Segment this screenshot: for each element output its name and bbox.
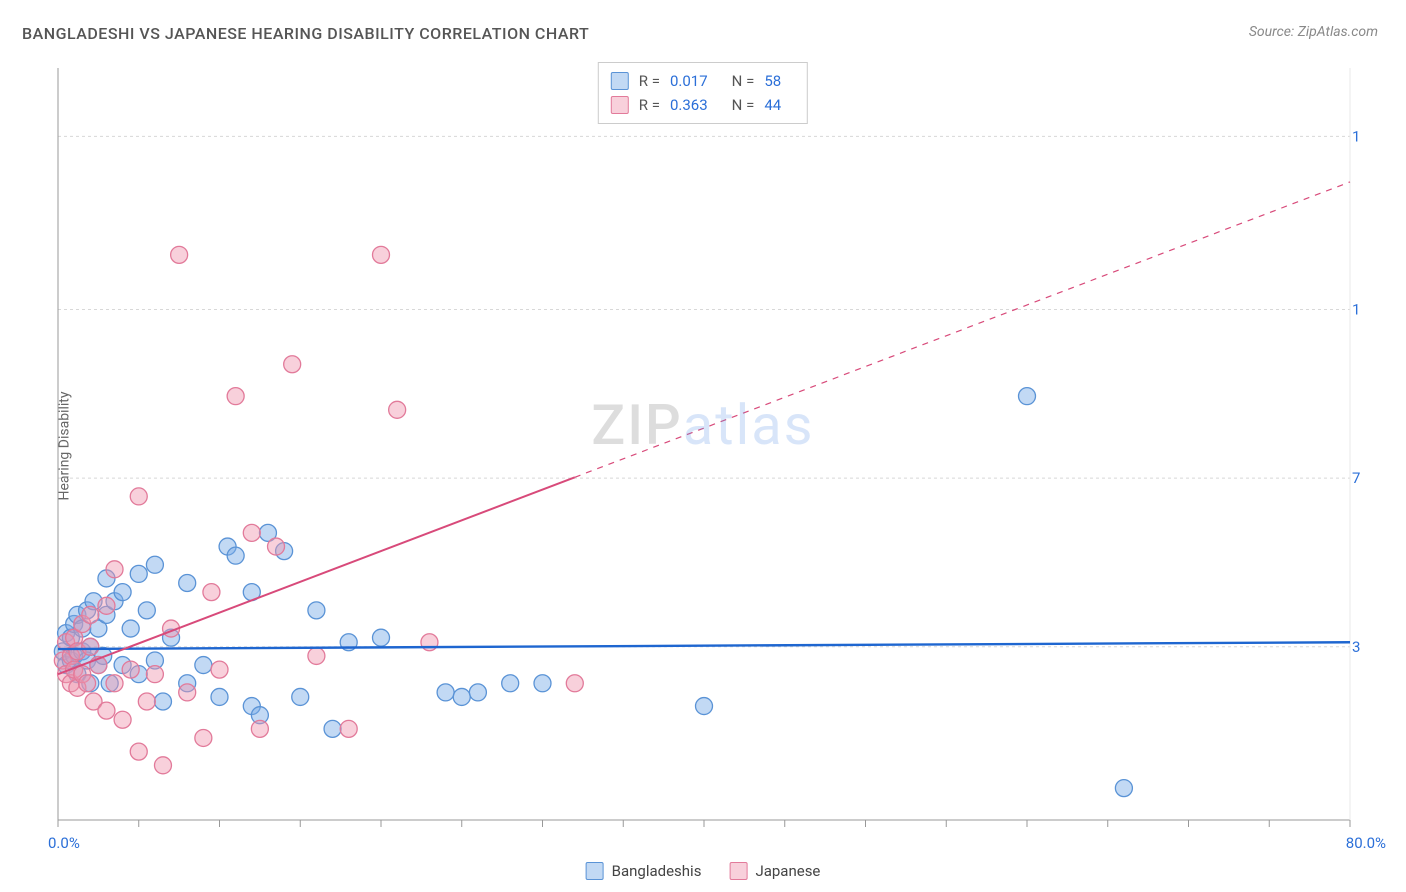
stat-legend: R = 0.017 N = 58 R = 0.363 N = 44 [598,62,808,124]
data-point [146,556,163,573]
r-value: 0.363 [670,93,708,117]
data-point [211,688,228,705]
data-point [284,356,301,373]
data-point [227,388,244,405]
data-point [324,720,341,737]
stat-legend-row: R = 0.363 N = 44 [611,93,795,117]
data-point [130,565,147,582]
legend-swatch [611,72,629,90]
n-value: 58 [764,69,781,93]
data-point [130,743,147,760]
data-point [79,675,96,692]
data-point [146,666,163,683]
x-axis-max-label: 80.0% [1346,834,1386,852]
data-point [211,661,228,678]
legend-item: Japanese [729,862,820,880]
data-point [82,638,99,655]
data-point [203,584,220,601]
data-point [243,524,260,541]
data-point [130,488,147,505]
r-value: 0.017 [670,69,708,93]
y-tick-label: 7.5% [1352,469,1360,487]
data-point [1115,780,1132,797]
data-point [373,246,390,263]
chart-title: BANGLADESHI VS JAPANESE HEARING DISABILI… [22,24,589,43]
data-point [195,657,212,674]
scatter-chart: 3.8% 7.5% 11.2% 15.0% [50,60,1360,830]
data-point [696,698,713,715]
data-point [154,757,171,774]
y-tick-label: 15.0% [1352,127,1360,145]
data-point [195,729,212,746]
data-point [469,684,486,701]
legend-swatch [729,862,747,880]
data-point [106,561,123,578]
data-point [82,606,99,623]
data-point [308,602,325,619]
data-point [114,711,131,728]
data-point [437,684,454,701]
data-point [227,547,244,564]
data-point [171,246,188,263]
data-point [122,661,139,678]
data-point [373,629,390,646]
data-point [453,688,470,705]
series-legend: Bangladeshis Japanese [586,862,821,880]
legend-label: Japanese [755,862,820,880]
data-point [308,647,325,664]
n-label: N = [732,69,755,93]
data-point [534,675,551,692]
legend-swatch [611,96,629,114]
n-value: 44 [764,93,781,117]
data-point [114,584,131,601]
data-point [154,693,171,710]
data-point [98,702,115,719]
data-point [251,720,268,737]
stat-legend-row: R = 0.017 N = 58 [611,69,795,93]
data-point [106,675,123,692]
x-axis-min-label: 0.0% [48,834,80,852]
data-point [138,693,155,710]
r-label: R = [639,69,660,93]
data-point [98,597,115,614]
source-attribution: Source: ZipAtlas.com [1249,24,1378,40]
trend-line [58,642,1350,649]
data-point [502,675,519,692]
data-point [179,684,196,701]
r-label: R = [639,93,660,117]
legend-item: Bangladeshis [586,862,702,880]
data-point [389,401,406,418]
y-tick-label: 11.2% [1352,301,1360,319]
trend-line-extension [575,182,1350,477]
data-point [566,675,583,692]
legend-label: Bangladeshis [612,862,702,880]
legend-swatch [586,862,604,880]
data-point [138,602,155,619]
data-point [292,688,309,705]
data-point [1019,388,1036,405]
y-tick-label: 3.8% [1352,638,1360,656]
data-point [179,575,196,592]
data-point [268,538,285,555]
data-point [122,620,139,637]
data-point [340,720,357,737]
n-label: N = [732,93,755,117]
